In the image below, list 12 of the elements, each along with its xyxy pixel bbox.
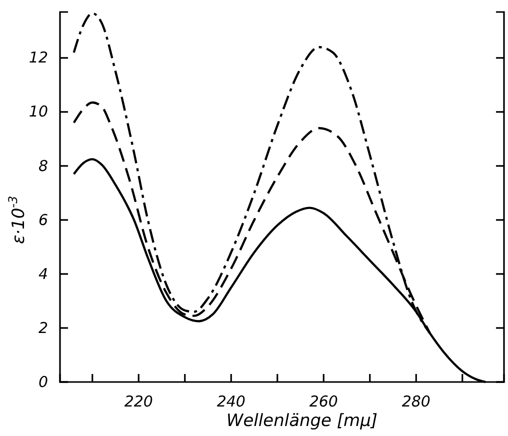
y-tick-label: 8 bbox=[38, 156, 48, 175]
y-tick-label: 0 bbox=[38, 372, 48, 391]
y-tick-label: 6 bbox=[38, 210, 48, 229]
x-tick-label: 280 bbox=[402, 392, 430, 411]
y-tick-label: 2 bbox=[38, 318, 48, 337]
x-tick-label: 220 bbox=[124, 392, 153, 411]
x-axis-title: Wellenlänge [mμ] bbox=[226, 411, 378, 431]
y-tick-label: 12 bbox=[28, 48, 48, 67]
y-tick-label: 10 bbox=[28, 102, 48, 121]
x-tick-label: 240 bbox=[216, 392, 246, 411]
y-tick-label: 4 bbox=[38, 264, 48, 283]
x-tick-label: 260 bbox=[309, 392, 338, 411]
